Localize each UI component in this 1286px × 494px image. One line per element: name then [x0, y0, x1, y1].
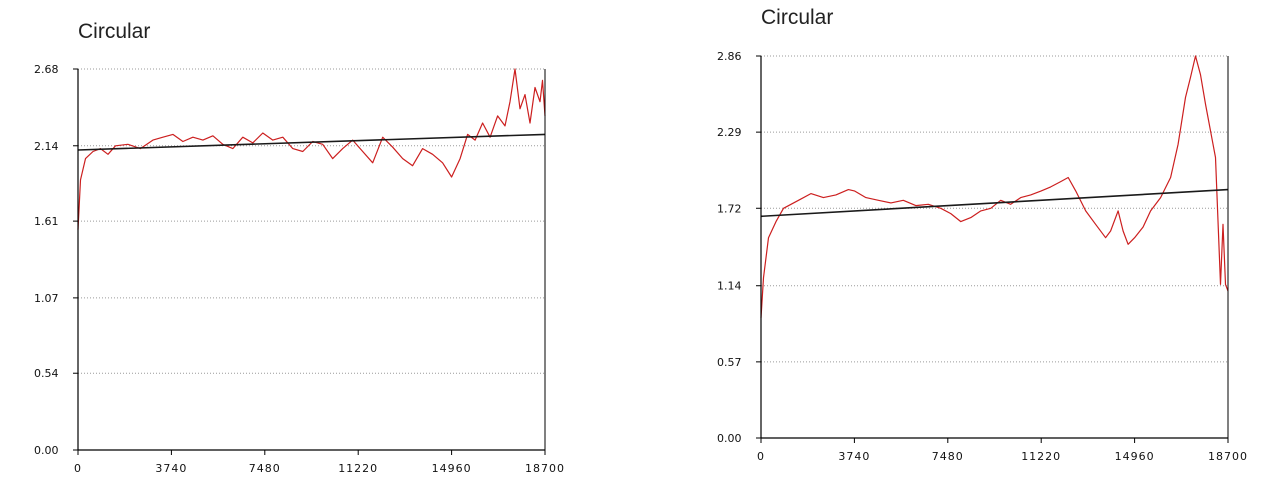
- data-series-line: [77, 68, 546, 230]
- x-tick-label: 7480: [932, 450, 964, 463]
- y-tick-label: 1.72: [717, 202, 742, 215]
- chart-panel-left: Circular 0.00 0.54 1.07 1.61 2.14 2.68 0 3740 74…: [34, 20, 565, 475]
- chart-panel-right: Circular 0.00 0.57 1.14 1.72 2.29 2.86 0 3740 74…: [643, 0, 1286, 494]
- y-tick-label: 0.57: [717, 356, 742, 369]
- chart-title: Circular: [761, 6, 834, 29]
- line-chart-svg: 0.00 0.57 1.14 1.72 2.29 2.86 0 3740 7480 11220 14…: [717, 50, 1248, 463]
- x-tick-label: 18700: [525, 462, 565, 475]
- x-tick-label: 3740: [155, 462, 187, 475]
- y-tick-label: 1.14: [717, 280, 742, 293]
- y-tick-label: 0.54: [34, 367, 59, 380]
- y-tick-label: 0.00: [717, 432, 742, 445]
- trend-line: [760, 188, 1229, 218]
- y-tick-label: 2.14: [34, 140, 59, 153]
- x-tick-label: 7480: [249, 462, 281, 475]
- data-series-line: [760, 55, 1229, 318]
- x-tick-label: 14960: [1115, 450, 1155, 463]
- x-tick-label: 18700: [1208, 450, 1248, 463]
- y-tick-label: 1.07: [34, 292, 59, 305]
- x-tick-label: 3740: [838, 450, 870, 463]
- y-tick-label: 2.86: [717, 50, 742, 63]
- trend-line: [77, 133, 546, 151]
- chart-title: Circular: [78, 20, 151, 43]
- x-tick-label: 11220: [1021, 450, 1061, 463]
- x-tick-label: 0: [74, 462, 82, 475]
- line-chart-svg: 0.00 0.54 1.07 1.61 2.14 2.68 0 3740 7480 11220 14…: [34, 63, 565, 475]
- x-tick-label: 11220: [338, 462, 378, 475]
- x-tick-label: 0: [757, 450, 765, 463]
- x-tick-label: 14960: [432, 462, 472, 475]
- y-tick-label: 0.00: [34, 444, 59, 457]
- y-tick-label: 2.29: [717, 126, 742, 139]
- y-tick-label: 1.61: [34, 215, 59, 228]
- y-tick-label: 2.68: [34, 63, 59, 76]
